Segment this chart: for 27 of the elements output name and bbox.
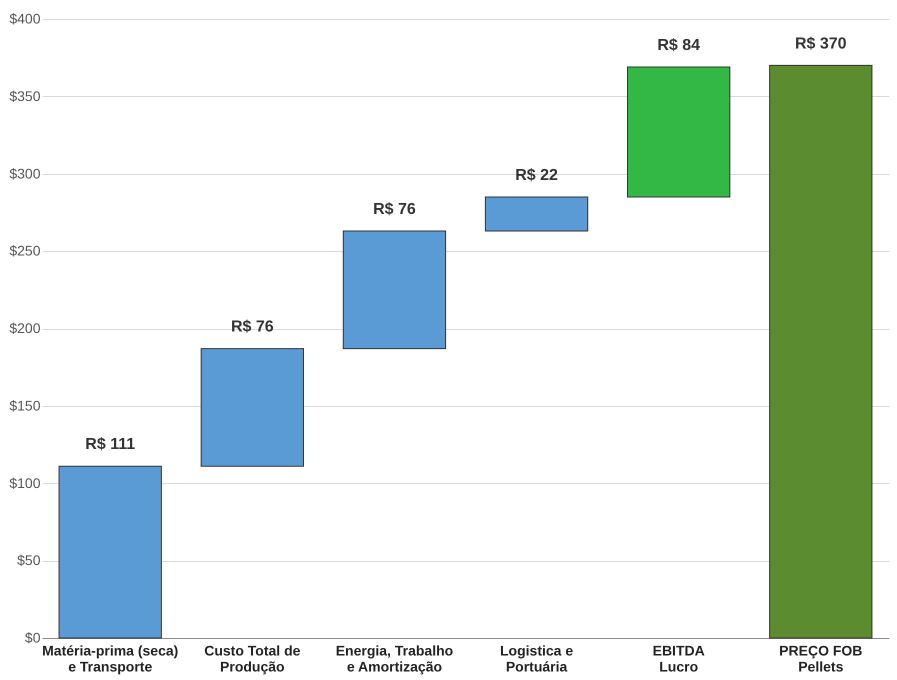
y-tick-label: $150 bbox=[9, 397, 41, 414]
y-tick-label: $100 bbox=[9, 474, 41, 491]
x-tick-label: EBITDA Lucro bbox=[652, 642, 705, 674]
data-label: R$ 84 bbox=[657, 36, 700, 54]
data-label: R$ 76 bbox=[373, 201, 416, 218]
y-tick-label: $200 bbox=[9, 320, 41, 336]
bar bbox=[484, 196, 588, 232]
x-tick-label: Logistica e Portuária bbox=[500, 642, 574, 674]
data-label: R$ 370 bbox=[794, 35, 847, 52]
y-tick-label: $350 bbox=[9, 88, 41, 104]
bar bbox=[58, 466, 162, 638]
bar bbox=[769, 64, 872, 638]
x-tick-label: PREÇO FOB Pellets bbox=[779, 642, 862, 674]
y-tick-label: $50 bbox=[17, 552, 41, 568]
data-label: R$ 111 bbox=[85, 436, 136, 454]
data-label: R$ 76 bbox=[230, 318, 274, 336]
bar bbox=[627, 66, 730, 198]
x-tick-label: Custo Total de Produção bbox=[204, 642, 301, 674]
x-tick-label: Matéria-prima (seca) e Transporte bbox=[42, 642, 178, 674]
bar bbox=[342, 230, 446, 350]
y-tick-label: $300 bbox=[9, 165, 41, 182]
x-tick-label: Energia, Trabalho e Amortização bbox=[336, 642, 454, 674]
y-tick-label: $0 bbox=[24, 630, 41, 646]
data-label: R$ 22 bbox=[515, 166, 558, 184]
bar bbox=[200, 348, 304, 467]
y-tick-label: $250 bbox=[9, 242, 41, 259]
y-tick-label: $400 bbox=[9, 10, 41, 26]
